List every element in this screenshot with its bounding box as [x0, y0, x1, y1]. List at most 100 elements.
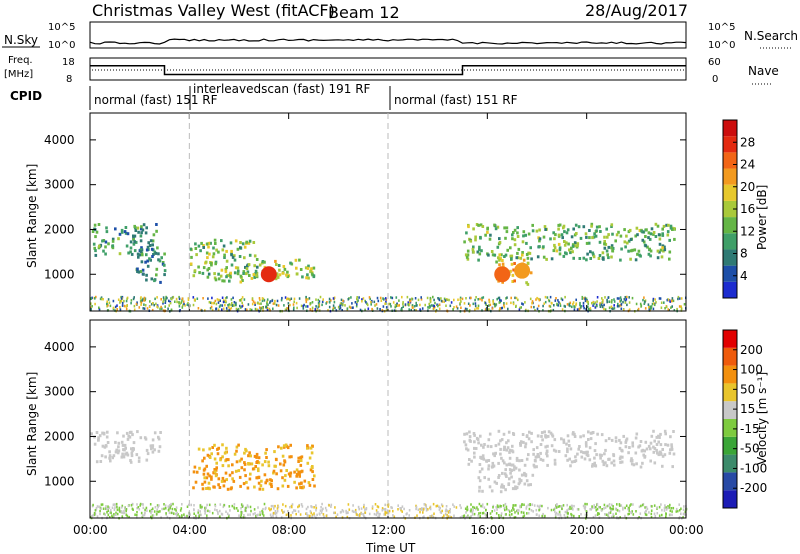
velocity-cell: [142, 503, 144, 506]
velocity-cell: [109, 511, 111, 514]
power-cell: [661, 233, 665, 237]
power-cell: [298, 258, 301, 262]
velocity-cell: [330, 503, 333, 507]
velocity-cell: [511, 513, 513, 516]
velocity-cell: [269, 513, 272, 516]
power-cell: [153, 303, 155, 307]
power-cell: [656, 249, 660, 253]
freq-tick-top: 18: [62, 57, 75, 68]
velocity-colorbar-swatch: [723, 454, 737, 473]
power-cell: [137, 230, 140, 234]
power-cell: [268, 307, 271, 311]
power-cell: [225, 307, 228, 310]
power-cell: [438, 307, 441, 311]
power-cell: [133, 249, 137, 253]
velocity-cell: [173, 512, 175, 515]
velocity-cell: [284, 443, 288, 447]
velocity-cell: [151, 510, 153, 513]
velocity-cell: [569, 447, 573, 451]
power-cell: [659, 248, 663, 252]
velocity-cell: [247, 462, 250, 465]
velocity-cell: [299, 463, 303, 467]
velocity-cell: [566, 434, 570, 438]
power-cell: [356, 303, 358, 306]
power-cell: [155, 223, 158, 226]
power-cell: [607, 245, 611, 249]
velocity-cell: [261, 487, 265, 491]
power-cell: [501, 306, 503, 310]
power-cell: [187, 297, 190, 300]
velocity-cell: [352, 504, 354, 507]
power-cell: [183, 302, 185, 306]
power-cell: [666, 230, 670, 234]
power-cell: [555, 249, 559, 253]
power-cell: [231, 255, 235, 259]
power-cell: [306, 298, 309, 301]
power-cell: [570, 246, 573, 250]
power-cell: [521, 240, 525, 244]
velocity-cell: [497, 461, 500, 465]
power-cell: [241, 305, 243, 308]
power-cell: [299, 268, 303, 271]
velocity-cell: [378, 515, 381, 518]
velocity-cell: [655, 443, 659, 446]
velocity-cell: [107, 507, 109, 511]
power-cell: [413, 305, 416, 308]
power-cell: [670, 306, 672, 309]
velocity-cell: [485, 514, 488, 517]
velocity-cell: [192, 486, 195, 490]
velocity-cell: [489, 445, 493, 449]
power-cell: [558, 301, 560, 304]
velocity-cell: [510, 469, 513, 472]
velocity-cell: [392, 514, 394, 517]
beam-label: Beam 12: [328, 3, 400, 22]
velocity-cell: [126, 437, 130, 441]
velocity-cell: [510, 475, 513, 479]
velocity-cell: [134, 513, 136, 516]
velocity-cell: [270, 507, 272, 511]
velocity-cell: [107, 513, 110, 517]
power-cell: [252, 273, 256, 277]
power-cell: [127, 251, 130, 255]
velocity-xtick-label: 08:00: [272, 523, 307, 537]
power-cell: [557, 233, 561, 237]
power-cell: [208, 252, 211, 256]
power-cell: [449, 304, 452, 308]
velocity-cell: [571, 507, 573, 510]
velocity-cell: [507, 439, 510, 443]
velocity-cell: [478, 485, 481, 489]
velocity-cell: [219, 509, 221, 513]
velocity-cell: [465, 511, 467, 514]
velocity-cell: [255, 455, 258, 459]
velocity-cell: [663, 453, 667, 457]
power-cell: [587, 302, 589, 305]
velocity-cell: [468, 438, 472, 442]
power-cell: [488, 304, 490, 307]
velocity-cell: [505, 441, 508, 445]
power-cell: [207, 241, 211, 245]
velocity-cell: [115, 448, 118, 452]
power-cell: [207, 297, 209, 300]
velocity-cell: [295, 474, 298, 478]
power-cell: [100, 297, 103, 301]
power-cell: [591, 236, 594, 240]
power-cell: [250, 308, 253, 312]
velocity-cell: [463, 514, 466, 517]
power-cell: [498, 301, 501, 304]
power-cell: [562, 224, 566, 228]
power-cell: [538, 228, 541, 232]
power-cell: [121, 295, 124, 299]
power-cell: [356, 296, 358, 299]
power-cell: [652, 297, 655, 301]
velocity-cell: [117, 441, 121, 445]
velocity-cell: [604, 506, 607, 509]
power-cell: [275, 263, 278, 266]
power-cell: [438, 298, 441, 302]
velocity-cell: [644, 511, 646, 514]
velocity-xtick-label: 00:00: [73, 523, 108, 537]
velocity-cell: [520, 505, 522, 509]
velocity-cell: [622, 508, 624, 511]
velocity-cell: [591, 505, 593, 508]
power-cell: [368, 296, 371, 299]
